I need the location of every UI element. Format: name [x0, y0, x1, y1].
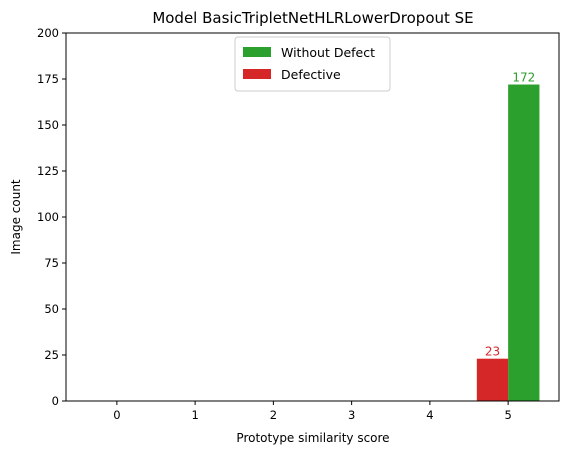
x-tick-label: 2	[270, 408, 277, 422]
x-tick-label: 3	[348, 408, 355, 422]
x-tick-label: 4	[426, 408, 433, 422]
x-tick-label: 5	[504, 408, 511, 422]
bar-defective-5	[476, 358, 509, 401]
legend-box	[234, 36, 391, 92]
y-tick-label: 0	[52, 394, 59, 408]
bar-without-defect-5	[508, 84, 540, 402]
y-tick-label: 50	[44, 302, 59, 316]
y-axis-ticks: 0 25 50 75 100 125 150 175 200	[37, 26, 66, 408]
x-tick-label: 1	[191, 408, 198, 422]
bars-group	[476, 84, 540, 402]
y-tick-label: 75	[44, 256, 59, 270]
legend-label-without-defect: Without Defect	[281, 45, 375, 60]
x-axis-label: Prototype similarity score	[236, 431, 389, 445]
y-tick-label: 175	[37, 72, 59, 86]
chart-title: Model BasicTripletNetHLRLowerDropout SE	[152, 9, 473, 27]
data-labels-group: 172 23	[485, 71, 535, 359]
x-tick-label: 0	[113, 408, 120, 422]
y-tick-label: 200	[37, 26, 59, 40]
data-label-without-defect-5: 172	[512, 71, 535, 85]
legend-swatch-defective	[243, 69, 271, 79]
y-tick-label: 150	[37, 118, 59, 132]
legend-swatch-without-defect	[243, 47, 271, 57]
y-axis-label: Image count	[9, 179, 23, 255]
y-tick-label: 100	[37, 210, 59, 224]
legend: Without Defect Defective	[234, 36, 391, 92]
x-axis-ticks: 0 1 2 3 4 5	[113, 401, 512, 422]
y-tick-label: 125	[37, 164, 59, 178]
legend-label-defective: Defective	[281, 67, 341, 82]
data-label-defective-5: 23	[485, 345, 500, 359]
y-tick-label: 25	[44, 348, 59, 362]
